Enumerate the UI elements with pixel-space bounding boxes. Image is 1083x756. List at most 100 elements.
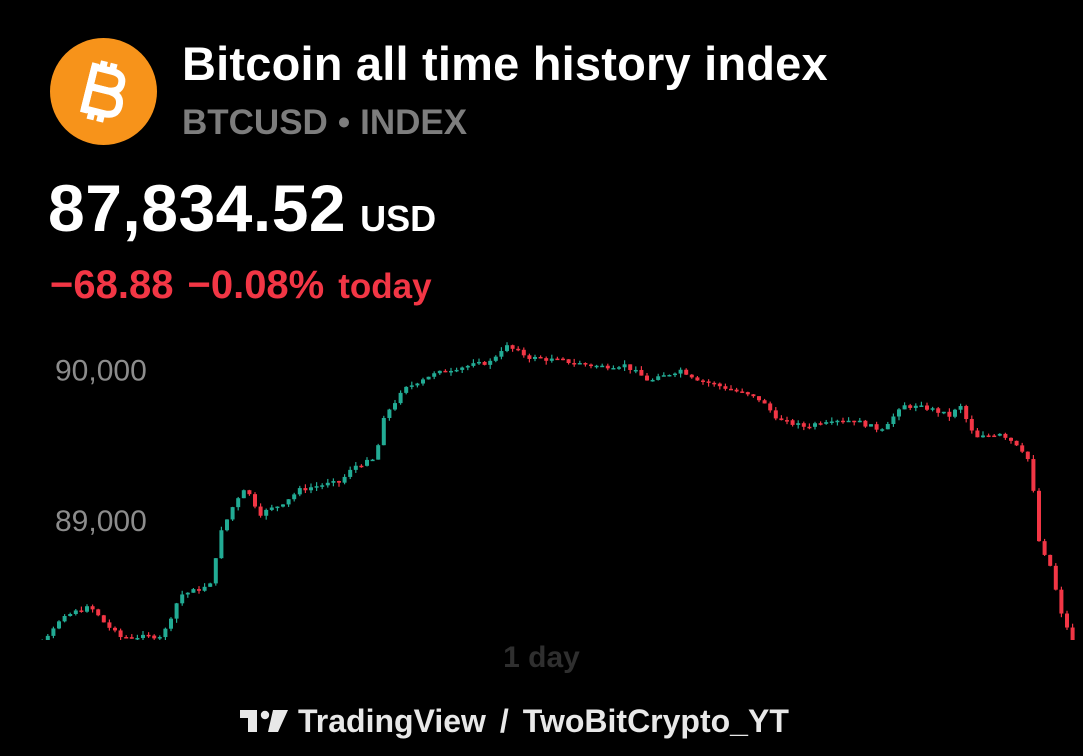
candle-down (79, 610, 84, 612)
candle-down (561, 358, 565, 361)
candle-down (745, 392, 750, 395)
candlestick-series (41, 342, 1075, 640)
candle-up (471, 363, 476, 366)
bitcoin-icon (79, 59, 125, 123)
candle-down (113, 627, 117, 631)
candle-down (729, 388, 733, 391)
candle-down (925, 405, 929, 410)
candle-down (129, 637, 134, 639)
candle-down (807, 426, 812, 429)
candle-down (589, 364, 593, 367)
candle-down (684, 369, 689, 375)
candle-up (930, 408, 935, 410)
candle-down (101, 615, 106, 623)
price-change: −68.88 (50, 263, 174, 307)
candle-up (169, 618, 173, 629)
candle-down (1014, 440, 1019, 446)
candle-down (443, 370, 448, 373)
candle-down (1053, 565, 1058, 590)
candle-up (241, 490, 246, 499)
candle-up (213, 558, 218, 584)
candle-up (353, 465, 358, 470)
candle-down (124, 637, 129, 639)
exchange-label: INDEX (360, 103, 468, 142)
candle-up (885, 424, 890, 430)
candle-down (852, 420, 857, 423)
price-chart[interactable]: 90,000 89,000 (0, 320, 1083, 640)
candle-down (863, 420, 868, 427)
candle-up (897, 409, 901, 417)
candle-up (454, 369, 459, 372)
candle-down (96, 609, 101, 616)
candle-down (118, 630, 123, 638)
candle-up (185, 592, 190, 595)
candle-up (365, 459, 369, 466)
candle-up (488, 360, 493, 365)
candle-down (1031, 459, 1036, 491)
candle-up (157, 637, 162, 639)
instrument-title: Bitcoin all time history index (182, 37, 828, 90)
candle-down (359, 465, 364, 468)
candle-up (650, 379, 655, 382)
candle-up (320, 485, 325, 487)
candle-down (566, 359, 571, 364)
candle-down (639, 369, 644, 376)
candle-down (1009, 437, 1013, 441)
candle-down (768, 403, 773, 411)
candle-up (997, 433, 1002, 436)
candle-up (135, 638, 140, 640)
candle-up (667, 374, 672, 377)
candle-up (45, 635, 50, 640)
candle-down (734, 389, 739, 392)
change-row: −68.88 −0.08% today (50, 263, 432, 308)
candle-down (538, 356, 543, 359)
price-row: 87,834.52 USD (48, 170, 436, 246)
candle-down (1048, 554, 1053, 566)
candle-up (331, 481, 336, 483)
candle-down (992, 435, 997, 438)
candle-up (381, 417, 386, 446)
candle-up (673, 373, 677, 376)
candle-up (600, 365, 605, 368)
candle-up (796, 423, 801, 425)
candle-down (790, 420, 795, 425)
candle-down (779, 418, 784, 421)
candle-up (73, 610, 78, 615)
candle-down (762, 400, 767, 404)
y-tick-label: 89,000 (55, 505, 147, 538)
symbol-label: BTCUSD (182, 103, 328, 142)
candle-up (678, 369, 683, 374)
bitcoin-logo (50, 38, 157, 145)
candle-up (953, 409, 957, 417)
candle-up (426, 376, 431, 380)
candle-down (964, 406, 969, 420)
candle-down (969, 419, 974, 431)
candle-down (197, 589, 201, 591)
candle-down (1042, 541, 1047, 555)
candle-up (913, 405, 918, 408)
candle-up (219, 530, 224, 559)
candle-up (577, 363, 582, 365)
candle-down (947, 411, 952, 417)
candle-up (505, 345, 509, 352)
percent-change: −0.08% (187, 263, 325, 307)
candle-down (801, 423, 806, 427)
candle-up (342, 476, 347, 483)
candle-down (717, 383, 722, 387)
candle-up (941, 411, 946, 414)
candle-down (706, 381, 711, 383)
candle-down (785, 420, 789, 422)
candle-up (275, 506, 280, 509)
candle-up (981, 435, 985, 438)
candle-down (818, 423, 823, 425)
candle-up (549, 358, 554, 361)
candle-down (628, 364, 633, 371)
candle-up (202, 586, 207, 591)
candle-down (152, 635, 157, 639)
candle-down (723, 386, 728, 389)
candle-up (829, 421, 834, 423)
candle-up (465, 365, 470, 368)
candle-up (902, 405, 907, 410)
candle-down (908, 405, 913, 408)
candle-up (824, 422, 829, 424)
